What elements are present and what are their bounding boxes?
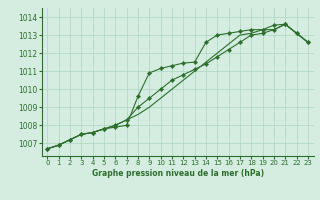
X-axis label: Graphe pression niveau de la mer (hPa): Graphe pression niveau de la mer (hPa)	[92, 169, 264, 178]
